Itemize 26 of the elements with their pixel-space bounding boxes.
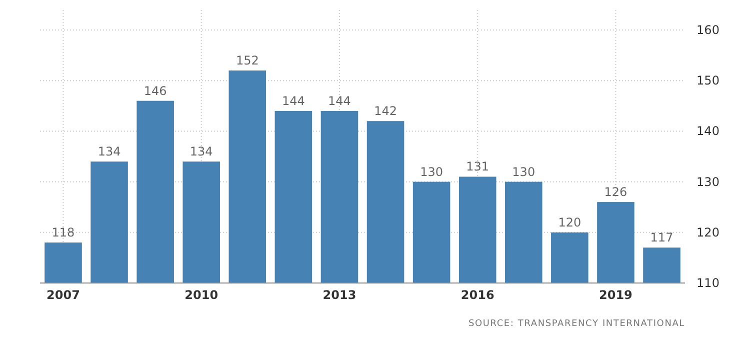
- x-tick-label: 2010: [184, 288, 218, 302]
- data-label: 144: [328, 94, 351, 108]
- data-label: 118: [52, 226, 75, 240]
- data-label: 134: [190, 144, 213, 159]
- data-label: 120: [558, 215, 582, 230]
- x-tick-label: 2019: [599, 288, 632, 302]
- y-tick-label: 120: [696, 225, 720, 240]
- y-tick-label: 110: [696, 276, 720, 290]
- x-tick-label: 2007: [46, 288, 80, 302]
- y-tick-label: 140: [696, 124, 720, 138]
- source-note: SOURCE: TRANSPARENCY INTERNATIONAL: [468, 319, 685, 329]
- data-label: 117: [650, 230, 674, 245]
- data-label: 144: [282, 94, 305, 108]
- x-tick-label: 2013: [322, 288, 356, 302]
- data-label: 131: [466, 160, 490, 174]
- data-label: 152: [236, 53, 259, 68]
- data-label: 134: [98, 144, 121, 159]
- x-tick-label: 2016: [460, 288, 494, 302]
- data-label: 146: [144, 84, 167, 98]
- data-label: 126: [604, 185, 628, 200]
- data-label: 142: [374, 104, 397, 118]
- data-label: 130: [420, 164, 444, 179]
- y-tick-label: 150: [696, 74, 720, 88]
- y-tick-label: 130: [696, 174, 720, 189]
- y-tick-label: 160: [696, 23, 720, 37]
- data-label: 130: [512, 164, 536, 179]
